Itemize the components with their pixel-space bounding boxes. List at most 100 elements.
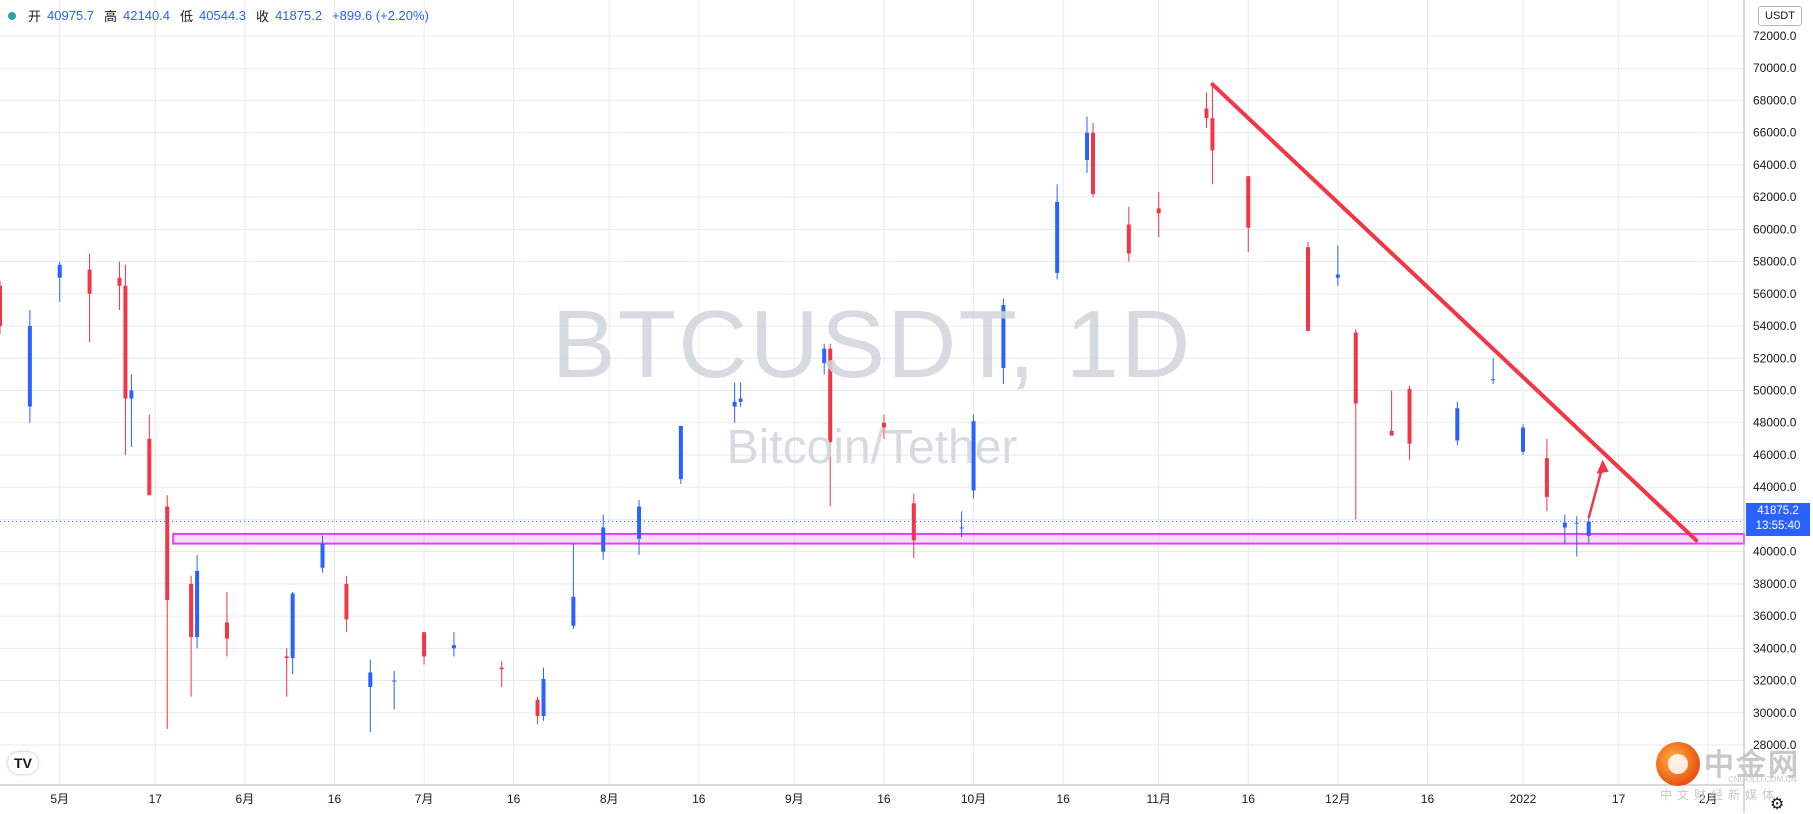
x-tick-label: 11月	[1146, 792, 1170, 806]
candle-body	[1389, 430, 1394, 436]
y-tick-label: 52000.0	[1753, 351, 1797, 365]
candle-body	[57, 264, 62, 278]
candle-body	[1156, 208, 1161, 214]
x-tick-label: 6月	[236, 792, 255, 806]
candle-body	[1126, 224, 1131, 254]
countdown-value: 13:55:40	[1755, 520, 1801, 532]
candle-body	[368, 672, 373, 687]
close-label: 收	[256, 9, 270, 24]
support-zone	[172, 532, 1746, 545]
candle-body	[290, 593, 295, 658]
x-tick-label: 9月	[785, 792, 804, 806]
low-value: 40544.3	[199, 8, 247, 23]
candle-body	[1574, 522, 1579, 524]
candle-body	[1001, 305, 1006, 368]
y-tick-label: 64000.0	[1753, 158, 1797, 172]
close-value: 41875.2	[275, 8, 323, 23]
y-tick-label: 56000.0	[1753, 287, 1797, 301]
candle-body	[344, 583, 349, 620]
candle-body	[1544, 458, 1549, 497]
x-tick-label: 8月	[600, 792, 619, 806]
candle-body	[1085, 132, 1090, 161]
candle-body	[195, 570, 200, 638]
candle-body	[571, 596, 576, 626]
y-tick-label: 44000.0	[1753, 480, 1797, 494]
candle-body	[189, 583, 194, 638]
candle-body	[1335, 274, 1340, 278]
brand-watermark: 中金网 CNGOLD.COM.CN 中文财经新媒体	[1656, 740, 1806, 802]
y-tick-label: 62000.0	[1753, 190, 1797, 204]
candle-body	[828, 348, 833, 443]
x-tick-label: 16	[507, 792, 521, 806]
y-tick-label: 60000.0	[1753, 222, 1797, 236]
y-tick-label: 48000.0	[1753, 416, 1797, 430]
y-tick-label: 50000.0	[1753, 384, 1797, 398]
candle-body	[165, 506, 170, 600]
watermark-description: Bitcoin/Tether	[726, 421, 1018, 474]
candle-body	[27, 326, 32, 407]
candle-body	[1491, 379, 1496, 381]
candle-body	[959, 527, 964, 529]
candle-body	[117, 277, 122, 286]
status-dot-icon	[8, 11, 16, 20]
x-tick-label: 16	[877, 792, 891, 806]
candle-body	[1455, 408, 1460, 441]
candle-body	[87, 269, 92, 294]
y-tick-label: 68000.0	[1753, 93, 1797, 107]
candles	[0, 84, 1591, 733]
candle-body	[1562, 522, 1567, 528]
candle-body	[1204, 108, 1209, 119]
candle-body	[499, 667, 504, 670]
brand-logo-icon	[1656, 742, 1700, 786]
candle-body	[0, 285, 2, 327]
support-zone-rect	[172, 532, 1746, 545]
x-tick-label: 16	[1056, 792, 1070, 806]
candle-body	[1586, 521, 1591, 536]
open-value: 40975.7	[47, 8, 95, 23]
y-tick-label: 28000.0	[1753, 738, 1797, 752]
candle-body	[284, 656, 289, 658]
watermark-symbol: BTCUSDT, 1D	[551, 291, 1193, 398]
y-tick-label: 70000.0	[1753, 61, 1797, 75]
annotations	[0, 82, 1744, 543]
tradingview-logo-icon[interactable]: TV	[8, 752, 38, 774]
candle-body	[1407, 388, 1412, 444]
candle-body	[732, 401, 737, 407]
x-tick-label: 17	[1612, 792, 1626, 806]
candle-body	[1246, 176, 1251, 228]
brand-site: CNGOLD.COM.CN	[1728, 775, 1797, 784]
candle-body	[535, 699, 540, 716]
candle-body	[224, 622, 229, 639]
candle-body	[822, 348, 827, 364]
arrow-shaft	[1587, 465, 1604, 519]
candle-body	[911, 503, 916, 541]
y-tick-label: 72000.0	[1753, 29, 1797, 43]
high-value: 42140.4	[123, 8, 171, 23]
candle-body	[541, 678, 546, 716]
candle-body	[422, 632, 427, 657]
candle-body	[320, 543, 325, 568]
brand-slogan: 中文财经新媒体	[1660, 788, 1780, 802]
candle-body	[881, 422, 886, 428]
currency-chip[interactable]: USDT	[1758, 6, 1802, 26]
high-label: 高	[104, 9, 118, 24]
candle-body	[678, 425, 683, 480]
candle-body	[738, 398, 743, 402]
x-tick-label: 2月	[1699, 792, 1718, 806]
change-value: +899.6 (+2.20%)	[332, 8, 429, 23]
x-tick-label: 16	[692, 792, 706, 806]
last-price-tag: 41875.2 13:55:40	[1746, 503, 1810, 536]
candle-body	[147, 438, 152, 496]
gear-icon[interactable]: ⚙	[1770, 796, 1785, 813]
candle-body	[601, 527, 606, 552]
x-tick-label: 16	[1242, 792, 1256, 806]
candle-body	[1521, 427, 1526, 452]
low-label: 低	[180, 9, 194, 24]
y-tick-label: 32000.0	[1753, 674, 1797, 688]
x-tick-label: 17	[149, 792, 163, 806]
y-tick-label: 36000.0	[1753, 609, 1797, 623]
candle-body	[637, 506, 642, 539]
